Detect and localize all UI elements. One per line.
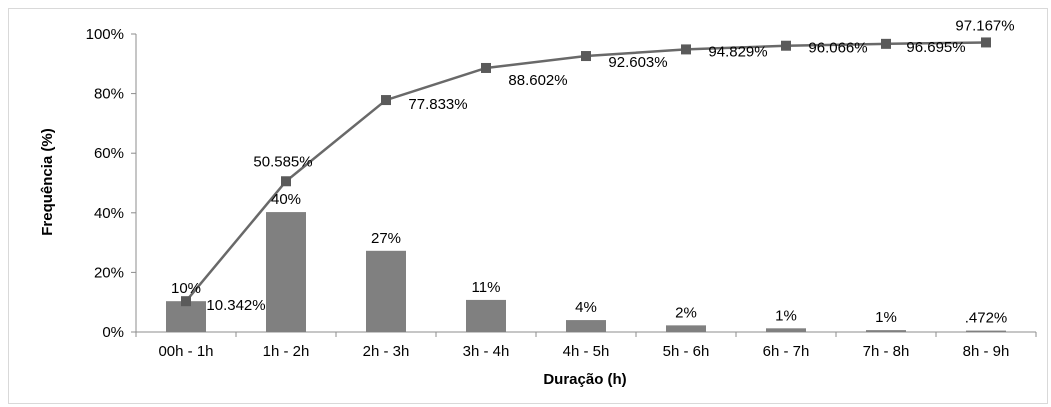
line-data-label: 92.603% xyxy=(608,54,667,71)
bar xyxy=(266,212,306,332)
x-tick-label: 6h - 7h xyxy=(763,343,810,360)
x-axis-title: Duração (h) xyxy=(543,371,626,388)
y-tick-label: 40% xyxy=(94,205,124,222)
line-marker xyxy=(681,44,691,55)
y-tick-label: 20% xyxy=(94,264,124,281)
x-tick-label: 2h - 3h xyxy=(363,343,410,360)
bar xyxy=(566,320,606,332)
bar-data-label: 1% xyxy=(775,307,797,324)
line-data-label: 96.695% xyxy=(906,39,965,56)
x-tick-label: 4h - 5h xyxy=(563,343,610,360)
y-tick-label: 100% xyxy=(86,26,124,43)
x-tick-label: 3h - 4h xyxy=(463,343,510,360)
x-tick-label: 8h - 9h xyxy=(963,343,1010,360)
line-marker xyxy=(981,37,991,48)
line-data-label: 50.585% xyxy=(253,153,312,170)
data-labels: 10% 40% 27% 11% 4% 2% 1% 1% .472% 10.342% 50.585% 7… xyxy=(171,17,1015,326)
line-marker xyxy=(781,40,791,51)
line-data-label: 96.066% xyxy=(808,40,867,57)
y-axis-title: Frequência (%) xyxy=(39,128,56,236)
bar-data-label: 11% xyxy=(472,279,501,296)
x-tick-label: 5h - 6h xyxy=(663,343,710,360)
bar-data-label: 2% xyxy=(675,304,697,321)
bar xyxy=(966,330,1006,332)
line-marker xyxy=(281,176,291,187)
line-data-label: 77.833% xyxy=(408,96,467,113)
line-marker xyxy=(481,62,491,73)
bar xyxy=(666,325,706,332)
bar-data-label: 10% xyxy=(171,280,201,297)
line-marker xyxy=(581,51,591,62)
cumulative-line-series xyxy=(181,37,991,307)
bar-series xyxy=(166,212,1006,332)
bar xyxy=(766,328,806,332)
x-tick-label: 1h - 2h xyxy=(263,343,310,360)
bar-data-label: 4% xyxy=(575,299,597,316)
y-tick-label: 0% xyxy=(102,324,124,341)
axes: 0% 20% 40% 60% 80% 100% 00h - 1h 1h - 2h 2h - 3h… xyxy=(86,26,1037,360)
bar xyxy=(866,330,906,332)
bar xyxy=(166,301,206,332)
line-data-label: 97.167% xyxy=(955,17,1014,34)
bar xyxy=(366,250,406,332)
line-marker xyxy=(181,296,191,307)
line-marker xyxy=(881,38,891,49)
line-data-label: 10.342% xyxy=(206,297,265,314)
chart-frame xyxy=(8,8,1048,404)
y-tick-label: 80% xyxy=(94,86,124,103)
x-tick-label: 00h - 1h xyxy=(158,343,213,360)
bar-data-label: .472% xyxy=(965,310,1008,327)
bar-data-label: 1% xyxy=(875,309,897,326)
line-marker xyxy=(381,95,391,106)
line-data-label: 94.829% xyxy=(708,43,767,60)
y-tick-label: 60% xyxy=(94,145,124,162)
bar-data-label: 40% xyxy=(271,191,301,208)
bar xyxy=(466,299,506,332)
x-tick-label: 7h - 8h xyxy=(863,343,910,360)
line-data-label: 88.602% xyxy=(508,72,567,89)
bar-data-label: 27% xyxy=(371,230,401,247)
